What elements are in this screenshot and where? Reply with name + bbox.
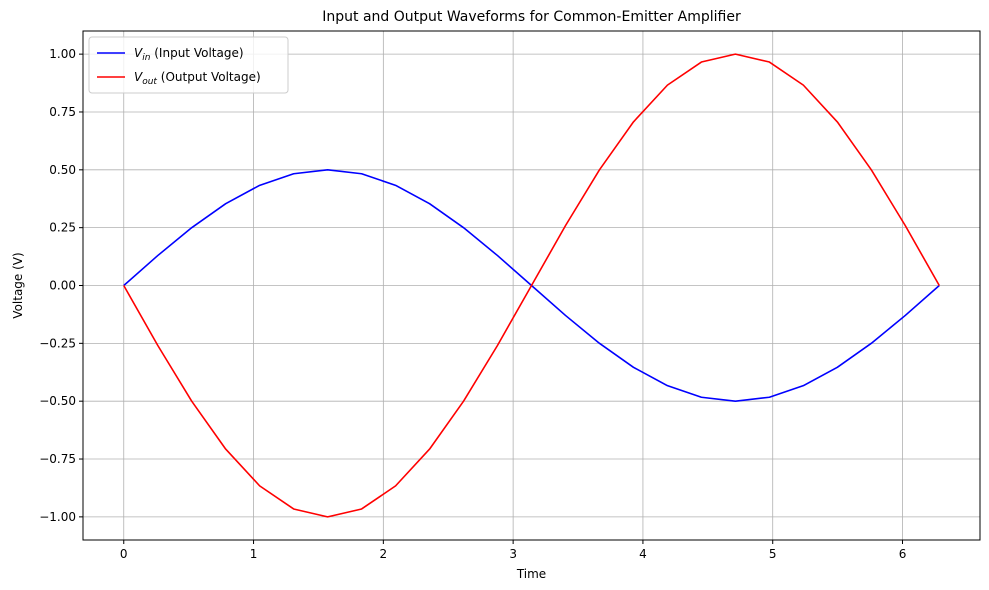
y-tick-label: −1.00 (39, 510, 76, 524)
legend-label: Vout (Output Voltage) (134, 70, 261, 87)
legend-box (88, 36, 289, 94)
y-tick-label: −0.50 (39, 394, 76, 408)
x-tick-label: 6 (899, 547, 907, 561)
y-tick-label: −0.25 (39, 336, 76, 350)
x-tick-label: 2 (380, 547, 388, 561)
legend-label: Vin (Input Voltage) (134, 46, 244, 63)
y-tick-label: 0.75 (49, 105, 76, 119)
y-tick-label: 1.00 (49, 47, 76, 61)
x-tick-label: 0 (120, 547, 128, 561)
series-line-vout (123, 53, 940, 518)
x-tick-label: 1 (250, 547, 258, 561)
chart-title: Input and Output Waveforms for Common-Em… (322, 9, 741, 25)
x-axis-label: Time (516, 567, 546, 581)
x-tick-label: 4 (639, 547, 647, 561)
x-tick-label: 5 (769, 547, 777, 561)
y-tick-label: 0.00 (49, 279, 76, 293)
legend: Vin (Input Voltage) Vout (Output Voltage) (88, 36, 289, 94)
grid (83, 31, 980, 540)
axis-ticks: 0 1 2 3 4 5 6 −1.00 −0.75 −0.50 −0.25 0.00 0.25 0.50 0… (39, 47, 906, 561)
y-tick-label: 0.25 (49, 221, 76, 235)
series-lines (123, 53, 940, 518)
x-tick-label: 3 (509, 547, 517, 561)
y-axis-label: Voltage (V) (11, 252, 25, 318)
y-tick-label: −0.75 (39, 452, 76, 466)
y-tick-label: 0.50 (49, 163, 76, 177)
